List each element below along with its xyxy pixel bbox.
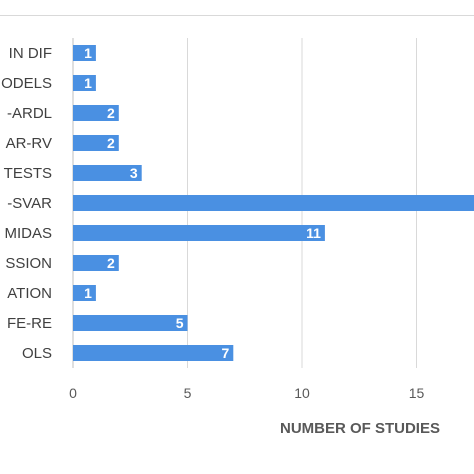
- data-label: 1: [84, 285, 92, 301]
- bar: [73, 225, 325, 241]
- bar: [73, 255, 119, 271]
- bar: [73, 315, 188, 331]
- category-label: -ARDL: [7, 105, 52, 122]
- data-label: 1: [84, 75, 92, 91]
- data-label: 3: [130, 165, 138, 181]
- data-label: 2: [107, 105, 115, 121]
- data-label: 2: [107, 135, 115, 151]
- bar: [73, 165, 142, 181]
- x-tick-label: 10: [294, 385, 310, 401]
- bar: [73, 285, 96, 301]
- category-label: -SVAR: [7, 195, 52, 212]
- data-label: 11: [306, 225, 321, 241]
- x-tick-label: 15: [409, 385, 425, 401]
- category-label: TESTS: [4, 165, 52, 182]
- category-label: AR-RV: [6, 135, 52, 152]
- data-label: 1: [84, 45, 92, 61]
- category-label: SSION: [5, 255, 52, 272]
- data-label: 5: [176, 315, 184, 331]
- data-label: 7: [222, 345, 230, 361]
- bar: [73, 195, 474, 211]
- category-label: ODELS: [1, 75, 52, 92]
- category-label: OLS: [22, 345, 52, 362]
- category-label: IN DIF: [9, 45, 52, 62]
- bar: [73, 345, 234, 361]
- bar: [73, 75, 96, 91]
- data-label: 2: [107, 255, 115, 271]
- category-label: FE-RE: [7, 315, 52, 332]
- x-tick-label: 0: [69, 385, 77, 401]
- x-axis-title: NUMBER OF STUDIES: [280, 420, 440, 437]
- chart-frame: [0, 15, 474, 474]
- bar: [73, 45, 96, 61]
- category-label: MIDAS: [4, 225, 52, 242]
- x-tick-label: 5: [184, 385, 192, 401]
- bar: [73, 105, 119, 121]
- category-label: ATION: [7, 285, 52, 302]
- bar: [73, 135, 119, 151]
